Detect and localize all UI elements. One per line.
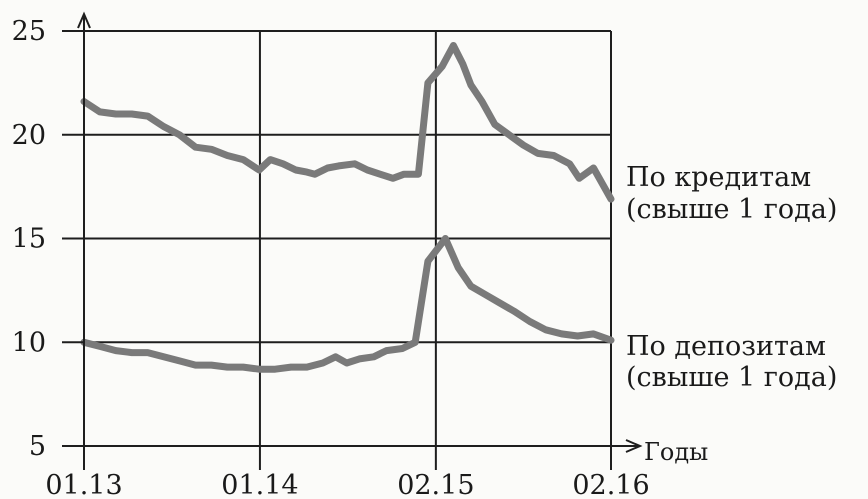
- y-tick-label: 15: [12, 224, 46, 255]
- series-label-2: (свыше 1 года): [626, 362, 837, 393]
- y-tick-labels: 5 10 15 20 25: [12, 16, 84, 462]
- series-label-2: По депозитам: [626, 331, 826, 362]
- series-line-1: [80, 42, 615, 203]
- series-label-1: (свыше 1 года): [626, 194, 837, 225]
- x-tick-label: 02.15: [397, 470, 474, 499]
- grid: [84, 30, 612, 470]
- y-tick-label: 10: [12, 327, 46, 358]
- y-tick-label: 25: [12, 16, 46, 47]
- axes: [77, 11, 643, 470]
- series-label-1: По кредитам: [626, 162, 811, 193]
- x-tick-label: 01.14: [221, 470, 298, 499]
- x-tick-label: 02.16: [572, 470, 649, 499]
- series-layer: [80, 42, 615, 373]
- y-axis-arrow-icon: [77, 11, 91, 29]
- series-labels: По кредитам(свыше 1 года)По депозитам(св…: [626, 162, 837, 393]
- x-tick-labels: 01.13 01.14 02.15 02.16: [45, 470, 649, 499]
- x-axis-label: Годы: [644, 438, 708, 466]
- series-line-2: [80, 235, 615, 373]
- x-tick-label: 01.13: [45, 470, 122, 499]
- y-tick-label: 20: [12, 120, 46, 151]
- y-tick-label: 5: [29, 431, 46, 462]
- x-axis-arrow-icon: [625, 439, 643, 453]
